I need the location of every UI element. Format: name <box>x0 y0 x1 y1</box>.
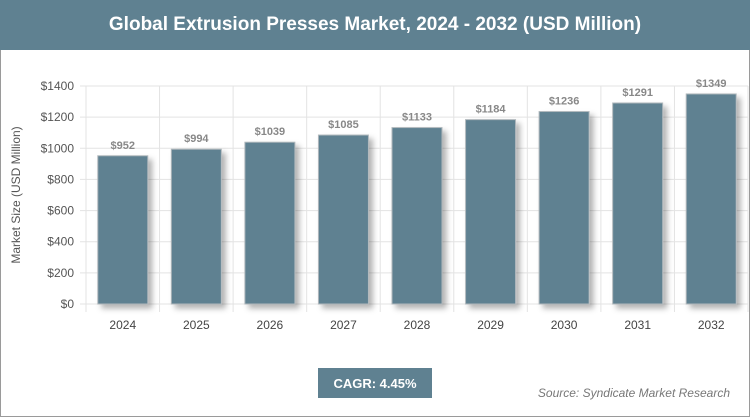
data-label: $1184 <box>476 104 507 116</box>
chart-title: Global Extrusion Presses Market, 2024 - … <box>0 0 750 50</box>
x-tick-label: 2028 <box>404 318 431 332</box>
data-label: $1349 <box>696 78 727 90</box>
y-tick-label: $0 <box>61 297 75 311</box>
y-tick-label: $1000 <box>41 141 75 155</box>
x-tick-label: 2031 <box>624 318 651 332</box>
y-tick-label: $400 <box>47 235 74 249</box>
cagr-badge: CAGR: 4.45% <box>318 368 432 398</box>
x-tick-label: 2030 <box>551 318 578 332</box>
x-tick-label: 2032 <box>698 318 725 332</box>
bar-2029 <box>465 119 517 305</box>
y-tick-label: $800 <box>47 172 74 186</box>
data-label: $1085 <box>328 119 359 131</box>
bar-2027 <box>317 134 369 305</box>
data-label: $1039 <box>255 126 286 138</box>
x-tick-label: 2026 <box>257 318 284 332</box>
y-axis-label: Market Size (USD Million) <box>9 126 23 263</box>
data-label: $952 <box>111 140 135 152</box>
bar-2026 <box>244 141 296 305</box>
bar-2024 <box>97 155 149 305</box>
x-tick-label: 2027 <box>330 318 357 332</box>
y-tick-label: $1400 <box>41 79 75 93</box>
x-tick-label: 2025 <box>183 318 210 332</box>
x-tick-label: 2029 <box>477 318 504 332</box>
y-tick-label: $600 <box>47 204 74 218</box>
y-tick-label: $200 <box>47 266 74 280</box>
bar-2028 <box>391 127 443 305</box>
source-note: Source: Syndicate Market Research <box>537 386 730 400</box>
data-label: $1236 <box>549 96 580 108</box>
bar-2030 <box>538 111 590 305</box>
bar-2032 <box>685 93 737 305</box>
x-tick-label: 2024 <box>109 318 136 332</box>
data-label: $994 <box>184 133 209 145</box>
bar-2031 <box>612 102 664 305</box>
data-label: $1133 <box>402 112 432 124</box>
y-tick-label: $1200 <box>41 110 75 124</box>
bar-2025 <box>170 148 222 305</box>
data-label: $1291 <box>622 87 653 99</box>
